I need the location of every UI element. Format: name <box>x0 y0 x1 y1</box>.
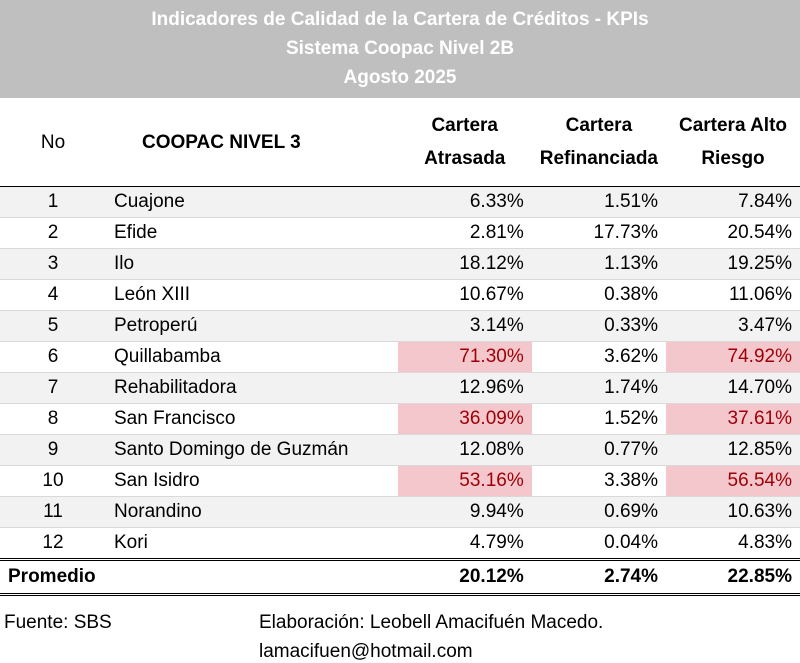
cell-cartera-atrasada: 2.81% <box>469 222 524 243</box>
table-row: 1 Cuajone 6.33% 1.51% 7.84% <box>0 186 800 218</box>
cell-cartera-atrasada: 53.16% <box>397 465 532 497</box>
header-cartera-alto-riesgo: Cartera Alto Riesgo <box>666 98 800 187</box>
cell-cartera-alto-riesgo: 19.25% <box>727 253 792 274</box>
table-row: 11 Norandino 9.94% 0.69% 10.63% <box>0 496 800 528</box>
cell-cartera-atrasada: 12.96% <box>459 377 524 398</box>
cell-cartera-refinanciada: 0.04% <box>604 532 658 553</box>
average-refinanciada: 2.74% <box>604 566 658 587</box>
header-cartera-atrasada-line2: Atrasada <box>424 148 506 169</box>
cell-coopac-name: Ilo <box>114 253 135 274</box>
cell-no: 12 <box>42 532 64 553</box>
table-row: 9 Santo Domingo de Guzmán 12.08% 0.77% 12.85… <box>0 434 800 466</box>
cell-cartera-alto-riesgo: 12.85% <box>727 439 792 460</box>
cell-no: 10 <box>42 470 64 491</box>
cell-coopac-name: Efide <box>114 222 158 243</box>
cell-cartera-alto-riesgo: 3.47% <box>738 315 792 336</box>
cell-cartera-atrasada: 18.12% <box>459 253 524 274</box>
cell-cartera-atrasada: 36.09% <box>397 403 532 435</box>
cell-cartera-alto-riesgo: 74.92% <box>666 341 800 373</box>
cell-cartera-refinanciada: 3.38% <box>604 470 658 491</box>
cell-cartera-refinanciada: 17.73% <box>593 222 658 243</box>
cell-cartera-alto-riesgo: 4.83% <box>738 532 792 553</box>
cell-no: 9 <box>47 439 59 460</box>
cell-cartera-alto-riesgo: 37.61% <box>666 403 800 435</box>
table-body: 1 Cuajone 6.33% 1.51% 7.84% 2 Efide 2.81% 17.73%… <box>0 186 800 560</box>
cell-cartera-atrasada: 4.79% <box>469 532 524 553</box>
header-cartera-atrasada: Cartera Atrasada <box>398 98 532 187</box>
cell-coopac-name: Petroperú <box>114 315 198 336</box>
header-cartera-atrasada-line1: Cartera <box>431 115 498 136</box>
cell-cartera-refinanciada: 0.69% <box>604 501 658 522</box>
cell-coopac-name: Kori <box>114 532 148 553</box>
title-line-2: Sistema Coopac Nivel 2B <box>285 38 515 59</box>
average-atrasada: 20.12% <box>459 566 524 587</box>
cell-cartera-refinanciada: 1.74% <box>604 377 658 398</box>
cell-cartera-atrasada: 3.14% <box>469 315 524 336</box>
table-row: 5 Petroperú 3.14% 0.33% 3.47% <box>0 310 800 342</box>
title-line-3: Agosto 2025 <box>343 67 457 88</box>
footer-author: Elaboración: Leobell Amacifuén Macedo. <box>259 612 604 633</box>
cell-cartera-refinanciada: 1.51% <box>604 191 658 212</box>
cell-no: 8 <box>47 408 59 429</box>
header-cartera-refinanciada-line2: Refinanciada <box>539 148 658 169</box>
table-row: 6 Quillabamba 71.30% 3.62% 74.92% <box>0 341 800 373</box>
cell-no: 6 <box>47 346 59 367</box>
average-alto-riesgo: 22.85% <box>727 566 792 587</box>
average-row: Promedio 20.12% 2.74% 22.85% <box>0 559 800 595</box>
cell-cartera-alto-riesgo: 10.63% <box>727 501 792 522</box>
table-row: 2 Efide 2.81% 17.73% 20.54% <box>0 217 800 249</box>
title-line-1: Indicadores de Calidad de la Cartera de … <box>151 9 649 30</box>
table-row: 4 León XIII 10.67% 0.38% 11.06% <box>0 279 800 311</box>
header-cartera-alto-riesgo-line2: Riesgo <box>701 148 765 169</box>
header-cartera-refinanciada-line1: Cartera <box>565 115 633 136</box>
cell-no: 5 <box>47 315 59 336</box>
cell-cartera-alto-riesgo: 11.06% <box>728 284 792 305</box>
cell-cartera-alto-riesgo: 7.84% <box>738 191 792 212</box>
header-cartera-alto-riesgo-line1: Cartera Alto <box>678 115 788 136</box>
cell-cartera-refinanciada: 0.77% <box>604 439 658 460</box>
cell-no: 3 <box>47 253 59 274</box>
cell-cartera-refinanciada: 1.13% <box>604 253 658 274</box>
footer-source: Fuente: SBS <box>4 612 112 633</box>
table-row: 12 Kori 4.79% 0.04% 4.83% <box>0 527 800 560</box>
table-row: 8 San Francisco 36.09% 1.52% 37.61% <box>0 403 800 435</box>
footer-email: lamacifuen@hotmail.com <box>259 641 473 662</box>
cell-coopac-name: Santo Domingo de Guzmán <box>114 439 349 460</box>
cell-coopac-name: San Francisco <box>114 408 236 429</box>
cell-cartera-refinanciada: 0.38% <box>604 284 658 305</box>
cell-coopac-name: León XIII <box>114 284 191 305</box>
cell-cartera-atrasada: 6.33% <box>469 191 524 212</box>
header-cartera-refinanciada: Cartera Refinanciada <box>532 98 666 187</box>
cell-no: 2 <box>47 222 59 243</box>
kpi-table: No COOPAC NIVEL 3 Cartera Atrasada Carte… <box>0 98 800 596</box>
cell-cartera-refinanciada: 0.33% <box>604 315 658 336</box>
cell-cartera-atrasada: 71.30% <box>397 341 532 373</box>
cell-cartera-alto-riesgo: 20.54% <box>727 222 792 243</box>
cell-no: 7 <box>47 377 59 398</box>
header-coopac: COOPAC NIVEL 3 <box>142 131 301 153</box>
cell-no: 4 <box>47 284 59 305</box>
cell-coopac-name: Norandino <box>114 501 202 522</box>
table-row: 3 Ilo 18.12% 1.13% 19.25% <box>0 248 800 280</box>
cell-cartera-atrasada: 10.67% <box>459 284 524 305</box>
title-banner: Indicadores de Calidad de la Cartera de … <box>0 0 800 98</box>
cell-cartera-alto-riesgo: 14.70% <box>727 377 792 398</box>
cell-no: 1 <box>47 191 59 212</box>
average-label: Promedio <box>8 566 96 587</box>
cell-cartera-atrasada: 12.08% <box>459 439 524 460</box>
cell-coopac-name: Cuajone <box>114 191 185 212</box>
cell-coopac-name: Rehabilitadora <box>114 377 237 398</box>
cell-coopac-name: Quillabamba <box>114 346 221 367</box>
cell-cartera-atrasada: 9.94% <box>469 501 524 522</box>
cell-coopac-name: San Isidro <box>114 470 200 491</box>
header-no: No <box>40 131 66 153</box>
cell-cartera-refinanciada: 1.52% <box>604 408 658 429</box>
table-row: 7 Rehabilitadora 12.96% 1.74% 14.70% <box>0 372 800 404</box>
header-row: No COOPAC NIVEL 3 Cartera Atrasada Carte… <box>0 98 800 187</box>
cell-no: 11 <box>43 501 63 522</box>
cell-cartera-alto-riesgo: 56.54% <box>666 465 800 497</box>
table-row: 10 San Isidro 53.16% 3.38% 56.54% <box>0 465 800 497</box>
cell-cartera-refinanciada: 3.62% <box>604 346 658 367</box>
